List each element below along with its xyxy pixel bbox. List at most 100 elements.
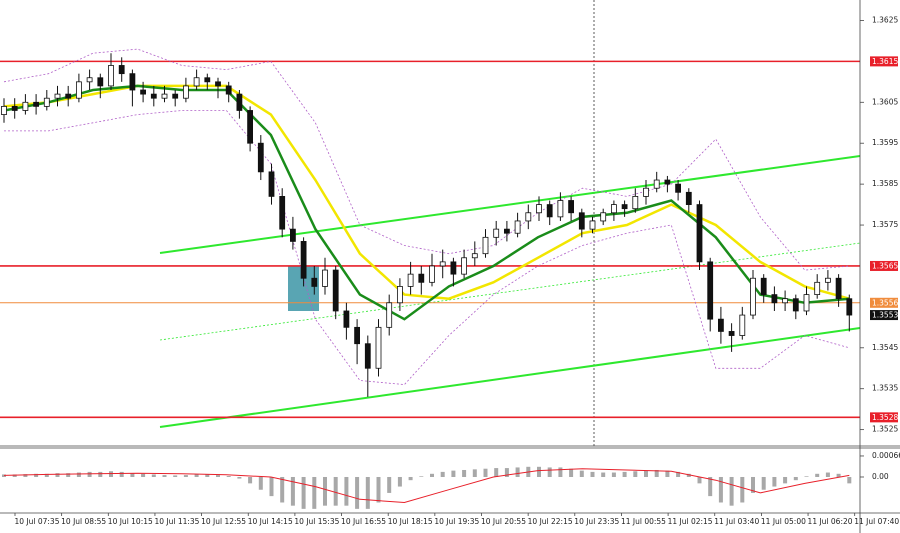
level-label: 1.3556 [872,298,898,307]
candle-body [514,220,521,234]
x-tick-label: 10 Jul 16:55 [341,517,386,526]
x-tick-label: 10 Jul 10:15 [108,517,153,526]
candle-body [215,81,221,87]
indicator-line [4,110,850,386]
indicator-line [3,48,850,271]
macd-bar [815,473,820,477]
x-tick-label: 11 Jul 00:55 [621,517,666,526]
candle-body [354,326,361,345]
macd-bar [290,476,295,506]
candle-body [493,228,500,238]
macd-bar [216,475,220,477]
macd-bar [665,470,670,477]
channel-lower [159,327,860,428]
candle-body [236,93,243,111]
candle-body [803,294,810,312]
x-tick-label: 11 Jul 02:15 [668,517,713,526]
candle-body [386,302,393,328]
macd-bar [162,475,167,477]
candle-body [204,77,211,83]
candle-body [33,101,39,107]
candle-body [429,265,435,283]
candle-body [311,277,318,287]
macd-bar [98,471,103,477]
candle-body [225,85,232,95]
candle-body [343,310,350,328]
candle-body [11,105,18,111]
x-tick-label: 11 Jul 06:20 [808,517,853,526]
candle-body [1,105,7,115]
candle-body [653,179,660,189]
candle-body [835,277,842,300]
macd-bar [109,471,113,477]
candle-body [557,200,564,218]
macd-bar [547,467,552,477]
candle-body [97,77,104,87]
candle-body [300,241,307,279]
y-tick-label: 1.3595 [872,138,898,147]
candle-body [332,269,339,312]
x-tick-label: 10 Jul 20:55 [481,517,526,526]
macd-bar [686,473,691,477]
candle-body [792,298,799,312]
candle-body [257,142,264,173]
macd-bar [804,476,809,477]
macd-bar [825,472,830,477]
x-tick-label: 10 Jul 23:35 [574,517,619,526]
macd-bar [23,474,28,477]
macd-bar [269,476,274,497]
level-label: 1.3615 [872,57,898,66]
macd-bar [654,469,659,477]
y-tick-label: 1.3625 [872,15,898,24]
candle-body [611,204,617,214]
x-tick-label: 10 Jul 14:15 [248,517,293,526]
macd-bar [301,476,306,509]
macd-bar [387,476,392,493]
candle-body [621,204,628,210]
candle-body [172,93,179,99]
macd-bar [504,468,509,477]
candle-body [718,318,724,332]
x-tick-label: 10 Jul 08:55 [61,517,106,526]
level-tag [870,56,898,67]
macd-bar [472,469,477,477]
macd-bar [355,476,360,509]
candle-body [600,212,607,222]
candle-body [247,110,254,144]
macd-bar [419,476,424,477]
candle-body [696,204,703,263]
macd-bar [440,471,445,477]
macd-bar [44,473,49,477]
macd-bar [333,476,338,506]
y-tick-label: 1.3605 [872,97,898,106]
macd-bar [697,476,702,484]
candle-body [675,183,681,193]
macd-bar [451,470,456,477]
candle-body [578,212,585,230]
candle-body [43,97,50,107]
macd-bar [76,472,81,477]
candle-body [825,277,831,283]
candle-body [322,269,328,287]
candle-body [503,228,510,234]
macd-bar [55,473,60,477]
candle-body [643,187,649,197]
macd-bar [237,476,242,479]
channel-mid [159,242,860,341]
price-panel [0,0,860,446]
candle-body [76,81,82,99]
candle-body [140,89,147,95]
channel-upper [159,155,860,254]
macd-signal [3,468,850,504]
macd-bar [194,474,199,477]
candle-body [450,261,457,275]
y-tick-label: 1.3575 [872,220,898,229]
x-tick-label: 10 Jul 18:15 [388,517,433,526]
macd-tick-label: 0.00066 [872,451,900,460]
macd-bar [751,476,755,493]
x-tick-label: 10 Jul 07:35 [15,517,60,526]
candle-body [589,220,596,230]
level-label: 1.3553 [872,311,898,320]
